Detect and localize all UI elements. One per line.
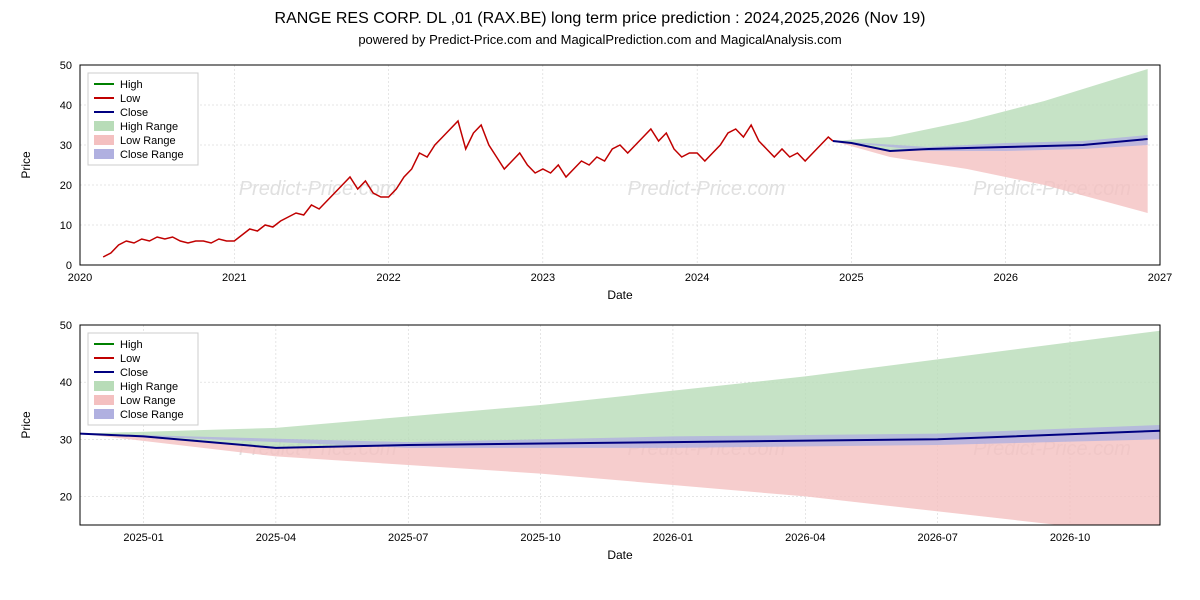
xtick-label: 2026 xyxy=(993,272,1017,284)
legend-label: Low Range xyxy=(120,395,176,407)
legend-label: Close xyxy=(120,367,148,379)
xtick-label: 2025-04 xyxy=(256,532,296,544)
xtick-label: 2026-04 xyxy=(785,532,825,544)
ytick-label: 30 xyxy=(60,140,72,152)
ytick-label: 0 xyxy=(66,260,72,272)
ytick-label: 40 xyxy=(60,100,72,112)
xtick-label: 2025-01 xyxy=(123,532,163,544)
legend-label: High xyxy=(120,79,143,91)
watermark: Predict-Price.com xyxy=(239,178,397,200)
legend-swatch xyxy=(94,409,114,419)
xtick-label: 2022 xyxy=(376,272,400,284)
ylabel: Price xyxy=(19,151,33,179)
legend-swatch xyxy=(94,149,114,159)
xtick-label: 2025 xyxy=(839,272,863,284)
xtick-label: 2020 xyxy=(68,272,92,284)
xtick-label: 2026-01 xyxy=(653,532,693,544)
legend-swatch xyxy=(94,135,114,145)
ytick-label: 50 xyxy=(60,320,72,332)
legend-swatch xyxy=(94,395,114,405)
legend-label: High Range xyxy=(120,121,178,133)
legend-swatch xyxy=(94,121,114,131)
xtick-label: 2025-07 xyxy=(388,532,428,544)
ylabel: Price xyxy=(19,411,33,439)
ytick-label: 30 xyxy=(60,434,72,446)
xtick-label: 2026-07 xyxy=(917,532,957,544)
bottom-chart: 20 30 40 50 2025-01 2025-04 2025-07 2025-10 2026… xyxy=(10,315,1190,575)
legend-label: Close xyxy=(120,107,148,119)
ytick-label: 40 xyxy=(60,377,72,389)
legend-label: Low Range xyxy=(120,135,176,147)
legend-label: High Range xyxy=(120,381,178,393)
ytick-label: 10 xyxy=(60,220,72,232)
chart-subtitle: powered by Predict-Price.com and Magical… xyxy=(10,32,1190,47)
xlabel: Date xyxy=(607,548,633,562)
legend-label: Low xyxy=(120,93,140,105)
legend-label: Close Range xyxy=(120,409,184,421)
xtick-label: 2024 xyxy=(685,272,709,284)
ytick-label: 50 xyxy=(60,60,72,72)
xlabel: Date xyxy=(607,288,633,302)
top-chart: 0 10 20 30 40 50 2020 2021 2022 2023 2024 2025 2026 2… xyxy=(10,55,1190,315)
ytick-label: 20 xyxy=(60,180,72,192)
xtick-label: 2025-10 xyxy=(520,532,560,544)
legend-label: Low xyxy=(120,353,140,365)
legend-label: High xyxy=(120,339,143,351)
watermark: Predict-Price.com xyxy=(627,178,785,200)
ytick-label: 20 xyxy=(60,491,72,503)
chart-container: RANGE RES CORP. DL ,01 (RAX.BE) long ter… xyxy=(10,10,1190,575)
legend-swatch xyxy=(94,381,114,391)
xtick-label: 2026-10 xyxy=(1050,532,1090,544)
chart-title: RANGE RES CORP. DL ,01 (RAX.BE) long ter… xyxy=(10,10,1190,28)
xtick-label: 2023 xyxy=(531,272,555,284)
legend-label: Close Range xyxy=(120,149,184,161)
xtick-label: 2027 xyxy=(1148,272,1172,284)
xtick-label: 2021 xyxy=(222,272,246,284)
